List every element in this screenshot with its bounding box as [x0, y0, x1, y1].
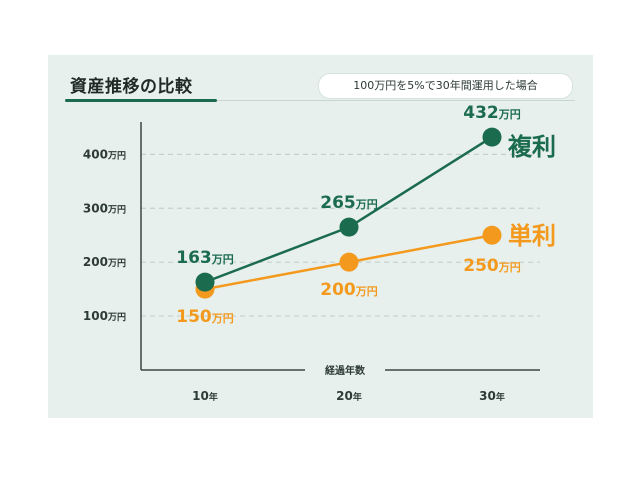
title-underline: [65, 99, 217, 102]
x-tick-label: 10年: [192, 389, 218, 403]
title-rule: [217, 100, 575, 101]
x-tick-label: 30年: [479, 389, 505, 403]
chart-subtitle-badge: 100万円を5%で30年間運用した場合: [318, 73, 573, 99]
chart-title: 資産推移の比較: [70, 77, 193, 97]
data-point-compound: [482, 127, 502, 147]
data-label-compound: 265万円: [320, 193, 378, 213]
series-name-simple: 単利: [508, 222, 556, 250]
chart-panel: [48, 55, 593, 418]
y-tick-label: 300万円: [83, 201, 126, 215]
x-tick-label: 20年: [336, 389, 362, 403]
series-name-compound: 複利: [508, 133, 556, 161]
data-label-compound: 432万円: [463, 103, 521, 123]
data-label-simple: 200万円: [320, 280, 378, 300]
y-tick-label: 100万円: [83, 309, 126, 323]
y-tick-label: 200万円: [83, 255, 126, 269]
data-point-compound: [195, 272, 215, 292]
data-label-compound: 163万円: [176, 248, 234, 268]
x-axis-label: 経過年数: [325, 364, 366, 377]
data-label-simple: 150万円: [176, 307, 234, 327]
data-point-simple: [482, 225, 502, 245]
data-point-compound: [339, 217, 359, 237]
y-tick-label: 400万円: [83, 147, 126, 161]
data-label-simple: 250万円: [463, 256, 521, 276]
data-point-simple: [339, 252, 359, 272]
